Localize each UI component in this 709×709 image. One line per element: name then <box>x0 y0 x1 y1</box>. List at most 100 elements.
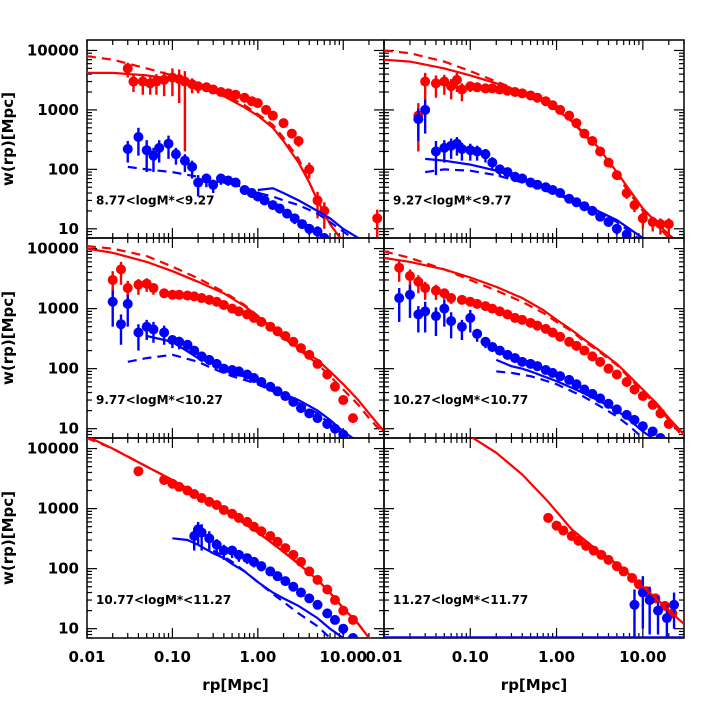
blue-data-point <box>280 576 291 587</box>
blue-data-point <box>115 319 126 330</box>
red-data-point <box>115 264 126 275</box>
blue-data-point <box>555 371 566 382</box>
y-tick-label: 1000 <box>37 101 79 119</box>
blue-dashed-line <box>127 353 350 438</box>
blue-data-point <box>282 208 293 219</box>
red-solid-line <box>470 438 684 625</box>
red-data-point <box>347 413 358 424</box>
ticks <box>86 40 385 239</box>
panel-data <box>87 438 371 638</box>
blue-data-point <box>564 374 575 385</box>
red-data-point <box>603 363 614 374</box>
blue-data-point <box>297 219 308 230</box>
red-data-point <box>456 84 467 95</box>
x-tick-label: 1.00 <box>239 648 276 666</box>
red-data-point <box>261 104 272 115</box>
blue-data-point <box>196 527 207 538</box>
blue-solid-line <box>172 537 346 638</box>
ticks <box>383 238 685 439</box>
red-data-point <box>233 306 244 317</box>
blue-data-point <box>487 157 498 168</box>
red-data-point <box>611 369 622 380</box>
red-data-point <box>655 219 666 230</box>
red-data-point <box>223 88 234 99</box>
blue-data-point <box>182 339 193 350</box>
blue-data-point <box>480 336 491 347</box>
red-data-point <box>446 293 457 304</box>
blue-data-point <box>621 409 632 420</box>
blue-data-point <box>218 545 229 556</box>
red-dashed-line <box>384 49 672 238</box>
x-axis-label: rp[Mpc] <box>501 676 567 694</box>
red-data-point <box>480 83 491 94</box>
red-data-point <box>579 345 590 356</box>
red-data-point <box>621 376 632 387</box>
ticks <box>86 238 385 439</box>
y-tick-label: 100 <box>48 360 79 378</box>
red-data-point <box>502 309 513 320</box>
blue-data-point <box>446 316 457 327</box>
red-data-point <box>587 351 598 362</box>
red-data-point <box>430 285 441 296</box>
blue-data-point <box>517 356 528 367</box>
panel-label: 9.77<logM*<10.27 <box>96 393 223 407</box>
red-data-point <box>571 118 582 129</box>
blue-data-point <box>272 571 283 582</box>
blue-data-point <box>547 367 558 378</box>
red-data-point <box>451 74 462 85</box>
red-data-point <box>564 336 575 347</box>
panel-label: 10.77<logM*<11.27 <box>96 593 231 607</box>
blue-data-point <box>295 587 306 598</box>
blue-data-point <box>148 150 159 161</box>
blue-data-point <box>420 104 431 115</box>
red-data-point <box>555 104 566 115</box>
panel-frame <box>86 237 385 439</box>
panel-frame <box>383 237 685 439</box>
red-data-point <box>122 63 133 74</box>
panel-label: 8.77<logM*<9.27 <box>96 193 215 207</box>
blue-data-point <box>304 593 315 604</box>
blue-data-point <box>329 614 340 625</box>
red-data-point <box>558 525 569 536</box>
blue-data-point <box>653 605 664 616</box>
blue-data-point <box>265 566 276 577</box>
blue-data-point <box>322 608 333 619</box>
blue-data-point <box>163 138 174 149</box>
y-tick-label: 10 <box>58 220 79 238</box>
panel-frame <box>383 437 685 639</box>
red-data-point <box>494 84 505 95</box>
red-data-point <box>420 283 431 294</box>
panel-label: 9.27<logM*<9.77 <box>393 193 512 207</box>
red-data-point <box>265 530 276 541</box>
blue-data-point <box>456 143 467 154</box>
blue-solid-line <box>146 334 355 438</box>
y-tick-label: 10 <box>58 620 79 638</box>
panel-label: 11.27<logM*<11.77 <box>393 593 528 607</box>
red-data-point <box>174 289 185 300</box>
blue-data-point <box>644 595 655 606</box>
blue-data-point <box>413 114 424 125</box>
red-data-point <box>267 110 278 121</box>
blue-data-point <box>611 223 622 234</box>
red-data-point <box>555 331 566 342</box>
blue-data-point <box>502 349 513 360</box>
ticks <box>383 438 685 639</box>
red-data-point <box>133 466 144 477</box>
red-data-point <box>338 395 349 406</box>
blue-data-point <box>338 623 349 634</box>
blue-data-point <box>487 341 498 352</box>
panel-frame <box>383 39 685 239</box>
red-data-point <box>338 605 349 616</box>
x-tick-label: 10.00 <box>619 648 666 666</box>
red-data-point <box>663 219 674 230</box>
blue-data-point <box>472 146 483 157</box>
blue-data-point <box>193 177 204 188</box>
ticks <box>86 438 385 639</box>
blue-data-point <box>655 433 666 438</box>
blue-data-point <box>647 426 658 437</box>
blue-dashed-line <box>212 549 332 638</box>
red-data-point <box>128 76 139 87</box>
blue-data-point <box>248 556 259 567</box>
red-solid-line <box>87 247 384 433</box>
